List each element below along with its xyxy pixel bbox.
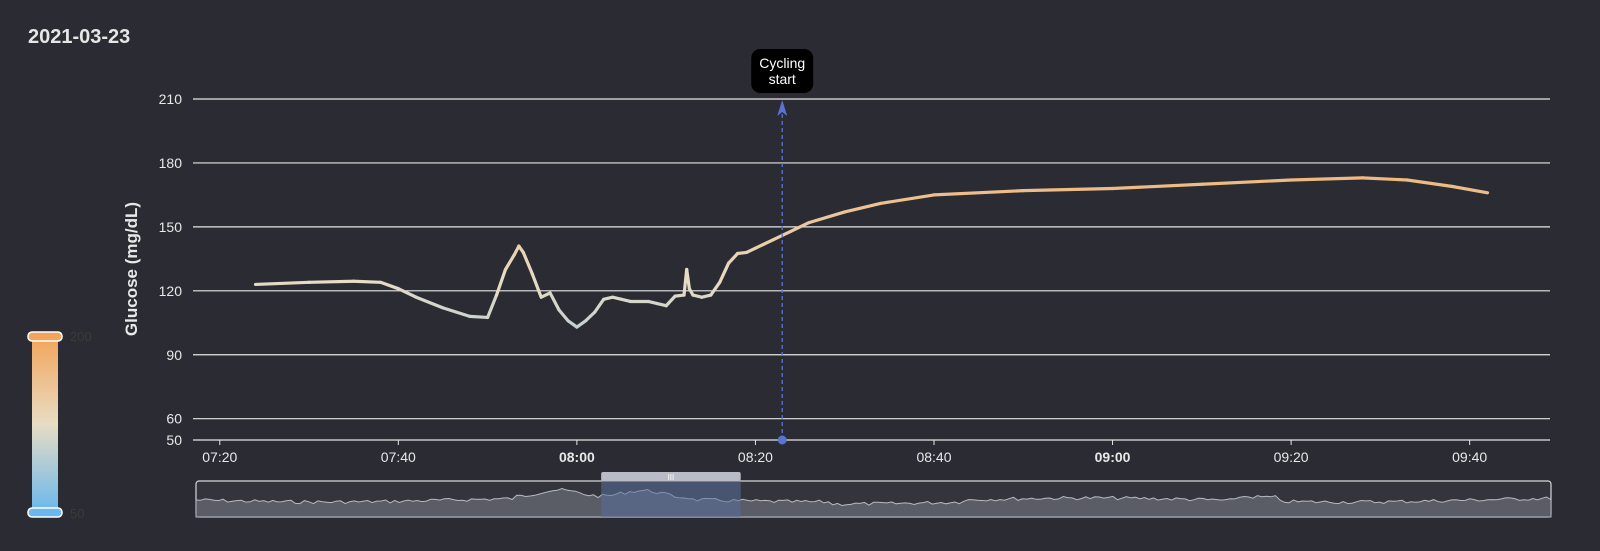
x-tick-label: 09:40 <box>1452 449 1487 465</box>
series-segment <box>932 189 1025 197</box>
chart-date-title: 2021-03-23 <box>28 26 131 48</box>
series-segment <box>878 193 936 206</box>
series-segment <box>566 319 579 329</box>
x-tick-label: 08:00 <box>559 449 595 465</box>
series-segment <box>441 306 472 318</box>
annotation-label-line1: Cycling <box>759 55 805 71</box>
x-tick-label: 09:20 <box>1274 449 1309 465</box>
x-axis-ticks: 07:20 07:40 08:00 08:20 08:40 09:00 09:20 09:40 <box>202 440 1487 465</box>
y-tick-label: 90 <box>166 347 182 363</box>
navigator-window[interactable] <box>601 481 741 517</box>
series-segment <box>744 246 758 255</box>
x-tick-label: 08:40 <box>916 449 951 465</box>
y-tick-label: 60 <box>166 411 182 427</box>
series-segment <box>548 291 561 312</box>
navigator-drag-handle[interactable] <box>601 472 741 481</box>
series-segment <box>396 287 418 299</box>
series-segment <box>378 280 400 291</box>
color-scale-min-label: 50 <box>70 506 84 521</box>
x-tick-label: 08:20 <box>738 449 773 465</box>
annotation-label-box[interactable] <box>751 49 814 93</box>
y-axis-ticks: 50 60 90 120 150 180 210 <box>159 91 183 448</box>
series-segment <box>664 294 677 308</box>
series-segment <box>557 308 570 323</box>
annotation-point[interactable] <box>777 435 787 445</box>
series-segment <box>1405 178 1454 188</box>
annotation-label-line2: start <box>769 71 796 87</box>
series-segment <box>253 280 311 287</box>
series-segment <box>718 261 731 284</box>
series-segment <box>352 279 383 284</box>
series-segment <box>1289 176 1365 182</box>
series-segment <box>539 291 552 299</box>
y-tick-label: 120 <box>159 283 183 299</box>
y-tick-label: 180 <box>159 155 183 171</box>
color-scale-min-handle[interactable] <box>27 507 63 518</box>
series-segment <box>1360 176 1409 182</box>
series-segment <box>753 238 775 250</box>
series-segment <box>521 250 534 276</box>
color-scale-legend: 200 50 <box>27 329 92 521</box>
y-tick-label: 210 <box>159 91 183 107</box>
series-segment <box>593 297 606 314</box>
series-segment <box>414 295 445 310</box>
series-segment <box>575 319 588 329</box>
x-tick-label: 07:20 <box>202 449 237 465</box>
series-segment <box>486 293 499 320</box>
navigator-grip-icon[interactable]: III <box>668 473 675 482</box>
series-segment <box>494 267 508 297</box>
series-segment <box>685 267 691 291</box>
x-tick-label: 07:40 <box>381 449 416 465</box>
series-segment <box>1450 184 1490 195</box>
series-segment <box>584 310 597 323</box>
glucose-series <box>253 176 1490 329</box>
series-segment <box>807 210 847 225</box>
series-segment <box>1200 178 1293 186</box>
grid-lines <box>193 98 1550 441</box>
series-segment <box>307 279 356 284</box>
color-scale-max-label: 200 <box>70 329 92 344</box>
y-tick-label: 50 <box>166 432 182 448</box>
y-axis-title: Glucose (mg/dL) <box>122 202 141 336</box>
series-segment <box>843 201 883 214</box>
series-segment <box>503 252 516 272</box>
y-tick-label: 150 <box>159 219 183 235</box>
navigator-series-area <box>195 487 1552 518</box>
series-segment <box>1021 186 1115 193</box>
series-segment <box>530 272 543 299</box>
series-segment <box>468 314 490 320</box>
navigator[interactable]: III <box>195 472 1552 518</box>
color-scale-max-handle[interactable] <box>27 331 63 342</box>
series-segment <box>727 251 740 265</box>
x-tick-label: 09:00 <box>1095 449 1131 465</box>
color-scale-bar <box>32 336 58 512</box>
series-segment <box>1110 182 1204 191</box>
annotation-arrow-icon <box>777 100 788 116</box>
series-segment <box>709 280 722 297</box>
series-segment <box>789 221 811 233</box>
